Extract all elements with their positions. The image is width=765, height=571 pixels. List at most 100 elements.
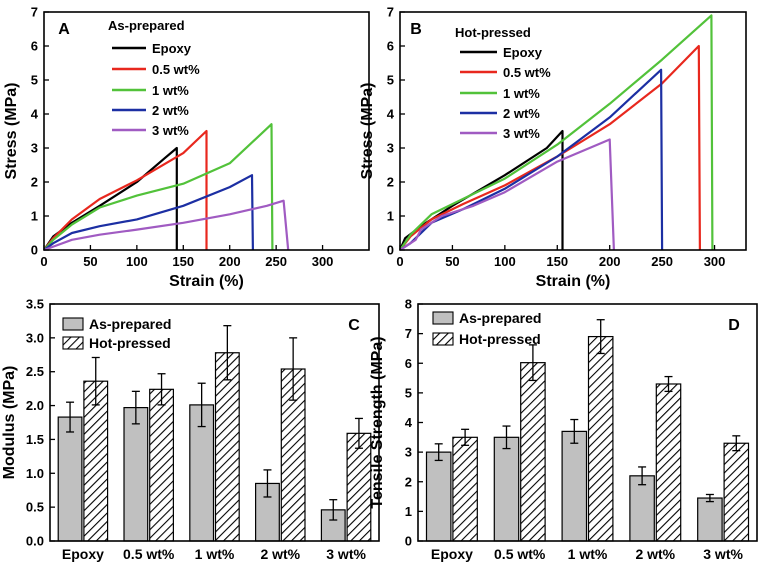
panel-a-x-tick-label-150: 150 [172,254,194,269]
panel-a-legend-label-1-wtpct: 1 wt% [152,83,189,98]
panel-c-y-tick-label-3-5: 3.5 [26,297,44,312]
panel-c-modulus-bar-chart: 0.0 0.5 1.0 1.5 2.0 2.5 3.0 3.5 Epoxy 0.5 wt% 1 wt… [1,297,380,562]
panel-c-x-tick-label-1-wtpct: 1 wt% [195,546,235,562]
panel-b-legend-label-2-wtpct: 2 wt% [503,106,540,121]
panel-d-bar-hot-pressed-0-5-wtpct [520,362,546,542]
panel-b-y-tick-label-7: 7 [387,5,394,20]
panel-d-error-bar-hot-pressed-3-wtpct [732,435,741,452]
panel-c-error-bar-as-prepared-3-wtpct [329,499,338,521]
panel-b-series-1-wtpct-line [399,14,714,251]
panel-d-error-bar-hot-pressed-epoxy [461,428,470,446]
panel-a-series-1-wtpct-line [43,123,274,251]
panel-d-y-tick-label-5: 5 [405,385,412,400]
panel-c-error-bar-as-prepared-epoxy [66,401,75,433]
panel-b-y-tick-label-3: 3 [387,141,394,156]
panel-b-y-tick-label-4: 4 [387,107,395,122]
panel-a-x-tick-label-0: 0 [40,254,47,269]
panel-c-error-bar-as-prepared-2-wtpct [263,469,272,498]
panel-d-y-tick-label-3: 3 [405,445,412,460]
panel-b-y-tick-label-0: 0 [387,243,394,258]
panel-b-series-0-5-wtpct-line [399,44,702,251]
panel-b-y-tick-label-6: 6 [387,39,394,54]
panel-d-tensile-strength-bar-chart: 0 1 2 3 4 5 6 7 8 Epoxy 0.5 wt% 1 wt% 2 wt% 3 wt% As-p… [369,297,758,562]
panel-a-y-tick-label-4: 4 [31,107,39,122]
panel-d-bar-hot-pressed-3-wtpct [723,442,750,542]
panel-b-label: B [410,21,422,38]
panel-d-error-bar-as-prepared-1-wtpct [570,418,579,444]
panel-b-x-tick-label-300: 300 [704,254,726,269]
panel-a-x-tick-label-50: 50 [83,254,97,269]
panel-c-x-tick-label-3-wtpct: 3 wt% [326,546,366,562]
panel-b-legend-label-3-wtpct: 3 wt% [503,126,540,141]
panel-b-y-tick-label-1: 1 [387,209,394,224]
panel-d-error-bar-hot-pressed-0-5-wtpct [528,344,537,382]
panel-d-y-tick-label-7: 7 [405,326,412,341]
panel-c-error-bar-hot-pressed-0-5-wtpct [157,373,166,406]
panel-b-x-axis-label: Strain (%) [536,273,611,290]
panel-b-y-tick-label-5: 5 [387,73,394,88]
panel-a-plot-frame [43,11,370,251]
panel-a-y-tick-label-1: 1 [31,209,38,224]
panel-c-error-bar-hot-pressed-epoxy [91,356,100,406]
panel-c-bar-hot-pressed-0-5-wtpct [149,388,174,542]
panel-b-x-tick-label-0: 0 [396,254,403,269]
panel-c-y-tick-label-2-5: 2.5 [26,364,44,379]
panel-c-bar-hot-pressed-3-wtpct [346,432,372,542]
panel-a-legend-label-epoxy: Epoxy [152,41,192,56]
panel-a-series-0-5-wtpct-line [43,129,208,251]
panel-a-y-tick-label-5: 5 [31,73,38,88]
panel-a-x-axis-label: Strain (%) [169,273,244,290]
panel-d-bar-hot-pressed-1-wtpct [587,335,614,542]
panel-a-legend-label-0-5-wtpct: 0.5 wt% [152,62,200,77]
panel-d-y-tick-label-8: 8 [405,297,412,312]
panel-b-y-tick-label-2: 2 [387,175,394,190]
panel-a-x-tick-label-200: 200 [219,254,241,269]
panel-b-x-tick-label-100: 100 [494,254,516,269]
panel-d-x-tick-label-2-wtpct: 2 wt% [635,546,675,562]
panel-b-legend-label-0-5-wtpct: 0.5 wt% [503,65,551,80]
panel-a-y-tick-label-2: 2 [31,175,38,190]
panel-a-y-axis-label: Stress (MPa) [3,83,20,180]
panel-d-legend-swatch-hot-pressed [432,332,454,346]
panel-a-legend-label-3-wtpct: 3 wt% [152,123,189,138]
panel-a-x-tick-label-300: 300 [312,254,334,269]
panel-c-error-bar-hot-pressed-2-wtpct [289,337,298,401]
panel-c-y-tick-label-1-5: 1.5 [26,432,44,447]
panel-d-label: D [728,317,740,334]
panel-d-plot-frame [417,303,758,542]
panel-a-series-epoxy-line [43,146,178,251]
panel-d-error-bar-as-prepared-epoxy [434,443,443,462]
panel-c-x-tick-label-0-5-wtpct: 0.5 wt% [123,546,175,562]
panel-d-bar-as-prepared-0-5-wtpct [493,436,520,542]
panel-d-legend-label-as-prepared: As-prepared [459,310,541,326]
panel-c-y-axis-label: Modulus (MPa) [1,366,18,480]
panel-d-y-tick-label-1: 1 [405,504,412,519]
panel-a-label: A [58,21,70,38]
panel-b-stress-strain-hot-pressed: 0 50 100 150 200 250 300 0 1 2 3 4 5 6 7 B Hot-pressed Ep… [359,5,747,290]
panel-b-legend-label-1-wtpct: 1 wt% [503,86,540,101]
panel-c-label: C [348,317,360,334]
panel-a-y-tick-label-3: 3 [31,141,38,156]
panel-c-bar-as-prepared-epoxy [57,416,83,542]
panel-d-bar-as-prepared-1-wtpct [561,430,588,542]
panel-a-x-tick-label-250: 250 [265,254,287,269]
panel-c-legend-swatch-as-prepared [62,317,84,331]
panel-d-bar-as-prepared-2-wtpct [629,475,655,542]
panel-c-y-tick-label-3-0: 3.0 [26,330,44,345]
panel-d-error-bar-hot-pressed-2-wtpct [664,375,673,393]
panel-b-legend-title: Hot-pressed [455,25,531,40]
panel-d-bar-as-prepared-epoxy [425,451,452,542]
panel-c-y-tick-label-1-0: 1.0 [26,466,44,481]
panel-d-legend-swatch-as-prepared [432,311,454,325]
panel-a-stress-strain-as-prepared: 0 50 100 150 200 250 300 0 1 2 3 4 5 6 7 A As-prepared Ep… [3,5,370,290]
panel-b-x-tick-label-150: 150 [546,254,568,269]
panel-c-y-tick-label-0-5: 0.5 [26,500,44,515]
panel-b-x-tick-label-250: 250 [651,254,673,269]
panel-d-y-tick-label-6: 6 [405,356,412,371]
panel-c-error-bar-as-prepared-1-wtpct [197,382,206,428]
panel-b-plot-frame [399,11,747,251]
panel-d-x-tick-label-1-wtpct: 1 wt% [568,546,608,562]
panel-d-error-bar-as-prepared-3-wtpct [705,493,714,503]
panel-a-y-tick-label-7: 7 [31,5,38,20]
